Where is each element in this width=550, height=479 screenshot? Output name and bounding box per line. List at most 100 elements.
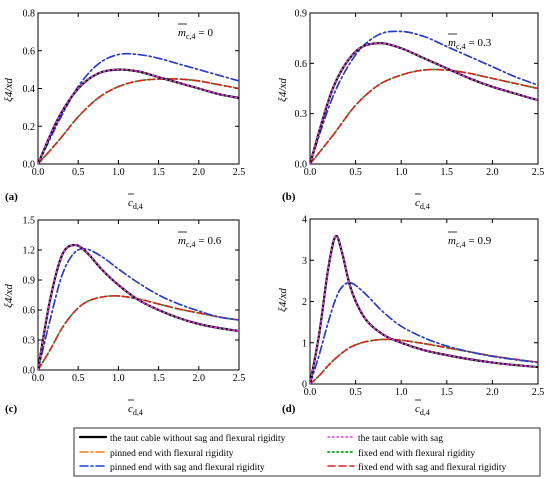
x-tick-label: 2.5 <box>532 387 545 398</box>
x-tick-label: 0.0 <box>304 167 317 178</box>
series-line-6 <box>38 295 239 370</box>
annotation: mc,4 = 0.3 <box>448 37 492 51</box>
annotation: mc,4 = 0.6 <box>178 235 222 249</box>
x-tick-label: 1.5 <box>441 167 454 178</box>
y-tick-label: 1.5 <box>23 216 36 227</box>
series-line-3 <box>310 281 538 384</box>
series-line-6 <box>310 68 538 164</box>
legend-item: the taut cable with sag <box>327 434 443 444</box>
x-axis-symbol: c <box>415 197 420 209</box>
series-line-3 <box>38 52 239 164</box>
y-tick-label: 0.3 <box>295 109 308 120</box>
y-tick-label: 0.8 <box>23 9 36 20</box>
legend-item: the taut cable without sag and flexural … <box>78 433 286 444</box>
annotation-value: = 0 <box>199 27 214 39</box>
x-axis-subscript: d,4 <box>133 408 143 417</box>
legend-items: the taut cable without sag and flexural … <box>78 433 507 473</box>
y-tick-label: 0.9 <box>295 9 308 20</box>
series-layer <box>38 52 239 164</box>
y-tick-label: 0.0 <box>23 366 36 377</box>
series-line-1 <box>310 234 538 384</box>
series-line-5 <box>310 281 538 384</box>
x-axis-label: cd,4 <box>415 403 430 417</box>
annotation: mc,4 = 0.9 <box>448 235 492 249</box>
panel-label: (b) <box>282 191 296 203</box>
x-axis-label: cd,4 <box>128 403 143 417</box>
x-tick-label: 2.5 <box>233 373 246 384</box>
x-tick-label: 0.5 <box>349 387 362 398</box>
x-axis-symbol: c <box>415 403 420 415</box>
y-tick-label: 0.0 <box>23 160 36 171</box>
panels-layer: 0.0 0.5 1.0 1.5 2.0 2.5 0.0 0.2 0.4 0.6 0.8 (a) ξ4/x… <box>3 9 544 418</box>
series-line-4 <box>310 68 538 164</box>
series-line-2 <box>310 42 538 164</box>
annotation: mc,4 = 0 <box>178 27 213 41</box>
series-line-2 <box>38 68 239 164</box>
annotation-subscript: c,4 <box>186 240 196 249</box>
y-tick-label: 1.2 <box>23 246 36 257</box>
x-axis-label: cd,4 <box>128 197 143 211</box>
y-axis-label: ξ4/xd <box>277 78 289 102</box>
annotation-symbol: m <box>448 235 456 247</box>
series-line-5 <box>310 30 538 164</box>
x-axis-subscript: d,4 <box>133 202 143 211</box>
annotation-symbol: m <box>178 27 186 39</box>
series-line-1 <box>38 68 239 164</box>
series-line-6 <box>38 78 239 164</box>
x-tick-label: 2.5 <box>233 167 246 178</box>
series-layer <box>310 30 538 164</box>
y-tick-label: 0.0 <box>295 160 308 171</box>
annotation-symbol: m <box>448 37 456 49</box>
x-tick-label: 2.0 <box>193 167 206 178</box>
legend-item: fixed end with sag and flexural rigidity <box>327 462 507 473</box>
legend-frame <box>73 427 541 477</box>
y-tick-label: 0.3 <box>23 336 36 347</box>
series-line-1 <box>38 243 239 370</box>
legend-label: pinned end with sag and flexural rigidit… <box>110 462 265 473</box>
annotation-value: = 0.9 <box>469 235 492 247</box>
x-tick-label: 2.0 <box>486 387 499 398</box>
x-tick-label: 0.0 <box>32 167 45 178</box>
annotation-value: = 0.6 <box>199 235 222 247</box>
annotation-subscript: c,4 <box>186 32 196 41</box>
panel-label: (a) <box>5 191 18 203</box>
legend-label: fixed end with flexural rigidity <box>358 448 475 459</box>
series-line-5 <box>38 247 239 370</box>
plot-frame <box>309 218 539 385</box>
x-tick-label: 2.0 <box>486 167 499 178</box>
chart-panel-4: 0.0 0.5 1.0 1.5 2.0 2.5 0 1 2 3 4 (d) ξ4/xd cd,4 mc,4 =… <box>277 215 544 418</box>
x-tick-label: 1.5 <box>152 167 165 178</box>
annotation-symbol: m <box>178 235 186 247</box>
chart-panel-3: 0.0 0.5 1.0 1.5 2.0 2.5 0.0 0.3 0.6 0.9 1.2 1.5 (c) ξ… <box>3 216 245 418</box>
plot-frame <box>37 219 240 371</box>
y-tick-label: 4 <box>302 215 307 226</box>
y-tick-label: 0.4 <box>23 84 36 95</box>
legend-label: the taut cable with sag <box>358 434 443 444</box>
x-tick-label: 1.0 <box>395 387 408 398</box>
y-tick-label: 0.9 <box>23 276 36 287</box>
legend-item: pinned end with flexural rigidity <box>79 448 234 459</box>
x-tick-label: 1.5 <box>441 387 454 398</box>
y-tick-label: 2 <box>302 297 307 308</box>
y-axis-label: ξ4/xd <box>3 284 15 308</box>
x-axis-symbol: c <box>128 197 133 209</box>
legend-label: fixed end with sag and flexural rigidity <box>358 462 507 473</box>
panel-label: (d) <box>282 403 296 415</box>
x-axis-symbol: c <box>128 403 133 415</box>
y-tick-label: 0 <box>302 380 307 391</box>
y-axis-label: ξ4/xd <box>3 78 15 102</box>
x-tick-label: 2.5 <box>532 167 545 178</box>
series-line-3 <box>38 247 239 370</box>
series-line-2 <box>38 244 239 370</box>
y-axis-label: ξ4/xd <box>277 288 289 312</box>
series-layer <box>310 234 538 384</box>
y-tick-label: 0.2 <box>23 122 36 133</box>
series-line-6 <box>310 338 538 384</box>
series-line-2 <box>310 235 538 384</box>
x-tick-label: 1.0 <box>395 167 408 178</box>
chart-panel-2: 0.0 0.5 1.0 1.5 2.0 2.5 0.0 0.3 0.6 0.9 (b) ξ4/xd cd… <box>277 9 544 212</box>
annotation-subscript: c,4 <box>456 42 466 51</box>
y-tick-label: 3 <box>302 256 307 267</box>
x-tick-label: 0.0 <box>304 387 317 398</box>
